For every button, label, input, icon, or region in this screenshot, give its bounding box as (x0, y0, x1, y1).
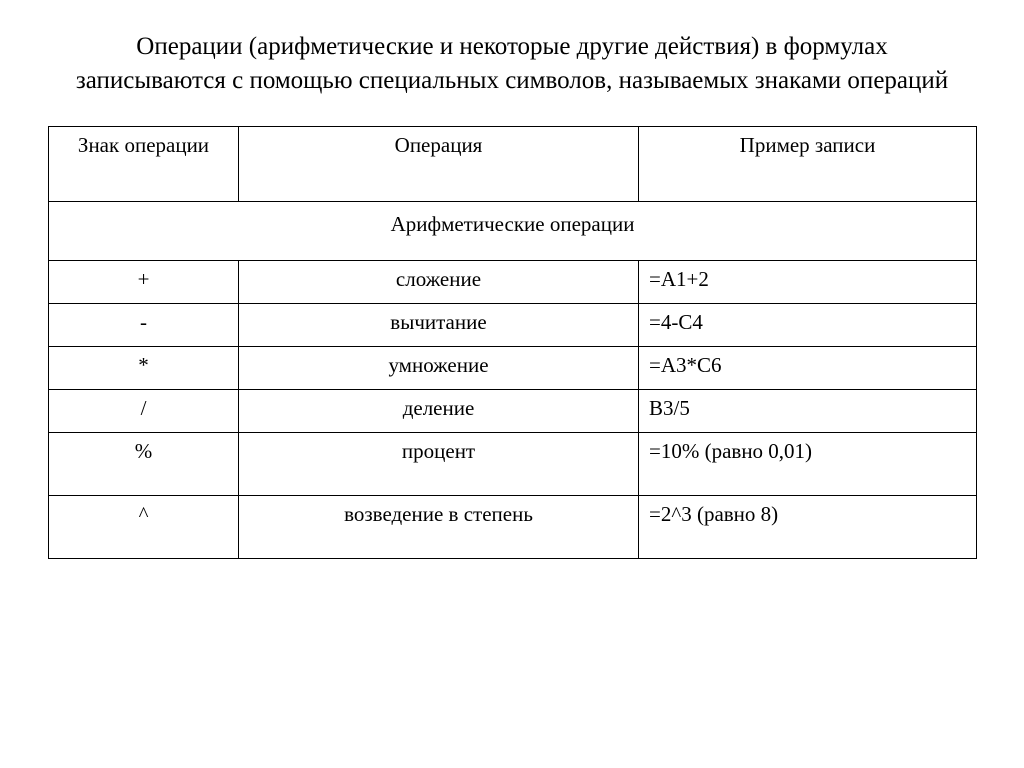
cell-operation: процент (239, 432, 639, 495)
cell-example: =2^3 (равно 8) (639, 495, 977, 558)
section-label: Арифметические операции (49, 201, 977, 260)
header-example: Пример записи (639, 126, 977, 201)
slide-title: Операции (арифметические и некоторые дру… (72, 30, 952, 98)
operations-table-body: Знак операции Операция Пример записи Ари… (49, 126, 977, 558)
cell-operation: деление (239, 389, 639, 432)
cell-sign: / (49, 389, 239, 432)
cell-example: B3/5 (639, 389, 977, 432)
cell-sign: ^ (49, 495, 239, 558)
slide: Операции (арифметические и некоторые дру… (0, 0, 1024, 768)
operations-table: Знак операции Операция Пример записи Ари… (48, 126, 977, 559)
table-header-row: Знак операции Операция Пример записи (49, 126, 977, 201)
cell-operation: возведение в степень (239, 495, 639, 558)
table-row: /делениеB3/5 (49, 389, 977, 432)
cell-sign: + (49, 260, 239, 303)
cell-example: =4-C4 (639, 303, 977, 346)
cell-example: =A3*C6 (639, 346, 977, 389)
cell-example: =A1+2 (639, 260, 977, 303)
table-row: -вычитание=4-C4 (49, 303, 977, 346)
cell-operation: вычитание (239, 303, 639, 346)
cell-sign: - (49, 303, 239, 346)
table-section-row: Арифметические операции (49, 201, 977, 260)
table-row: ^возведение в степень=2^3 (равно 8) (49, 495, 977, 558)
table-row: *умножение=A3*C6 (49, 346, 977, 389)
header-sign: Знак операции (49, 126, 239, 201)
table-row: %процент=10% (равно 0,01) (49, 432, 977, 495)
cell-sign: * (49, 346, 239, 389)
header-operation: Операция (239, 126, 639, 201)
cell-sign: % (49, 432, 239, 495)
table-row: +сложение=A1+2 (49, 260, 977, 303)
cell-operation: сложение (239, 260, 639, 303)
cell-operation: умножение (239, 346, 639, 389)
cell-example: =10% (равно 0,01) (639, 432, 977, 495)
